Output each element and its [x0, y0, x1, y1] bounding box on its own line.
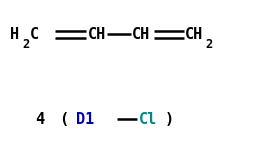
- Text: CH: CH: [185, 27, 203, 42]
- Text: Cl: Cl: [139, 112, 157, 127]
- Text: CH: CH: [132, 27, 151, 42]
- Text: 2: 2: [206, 38, 213, 51]
- Text: 2: 2: [23, 38, 30, 51]
- Text: D1: D1: [76, 112, 94, 127]
- Text: ): ): [164, 112, 174, 127]
- Text: C: C: [30, 27, 40, 42]
- Text: 4: 4: [35, 112, 44, 127]
- Text: H: H: [10, 27, 20, 42]
- Text: (: (: [59, 112, 68, 127]
- Text: CH: CH: [87, 27, 106, 42]
